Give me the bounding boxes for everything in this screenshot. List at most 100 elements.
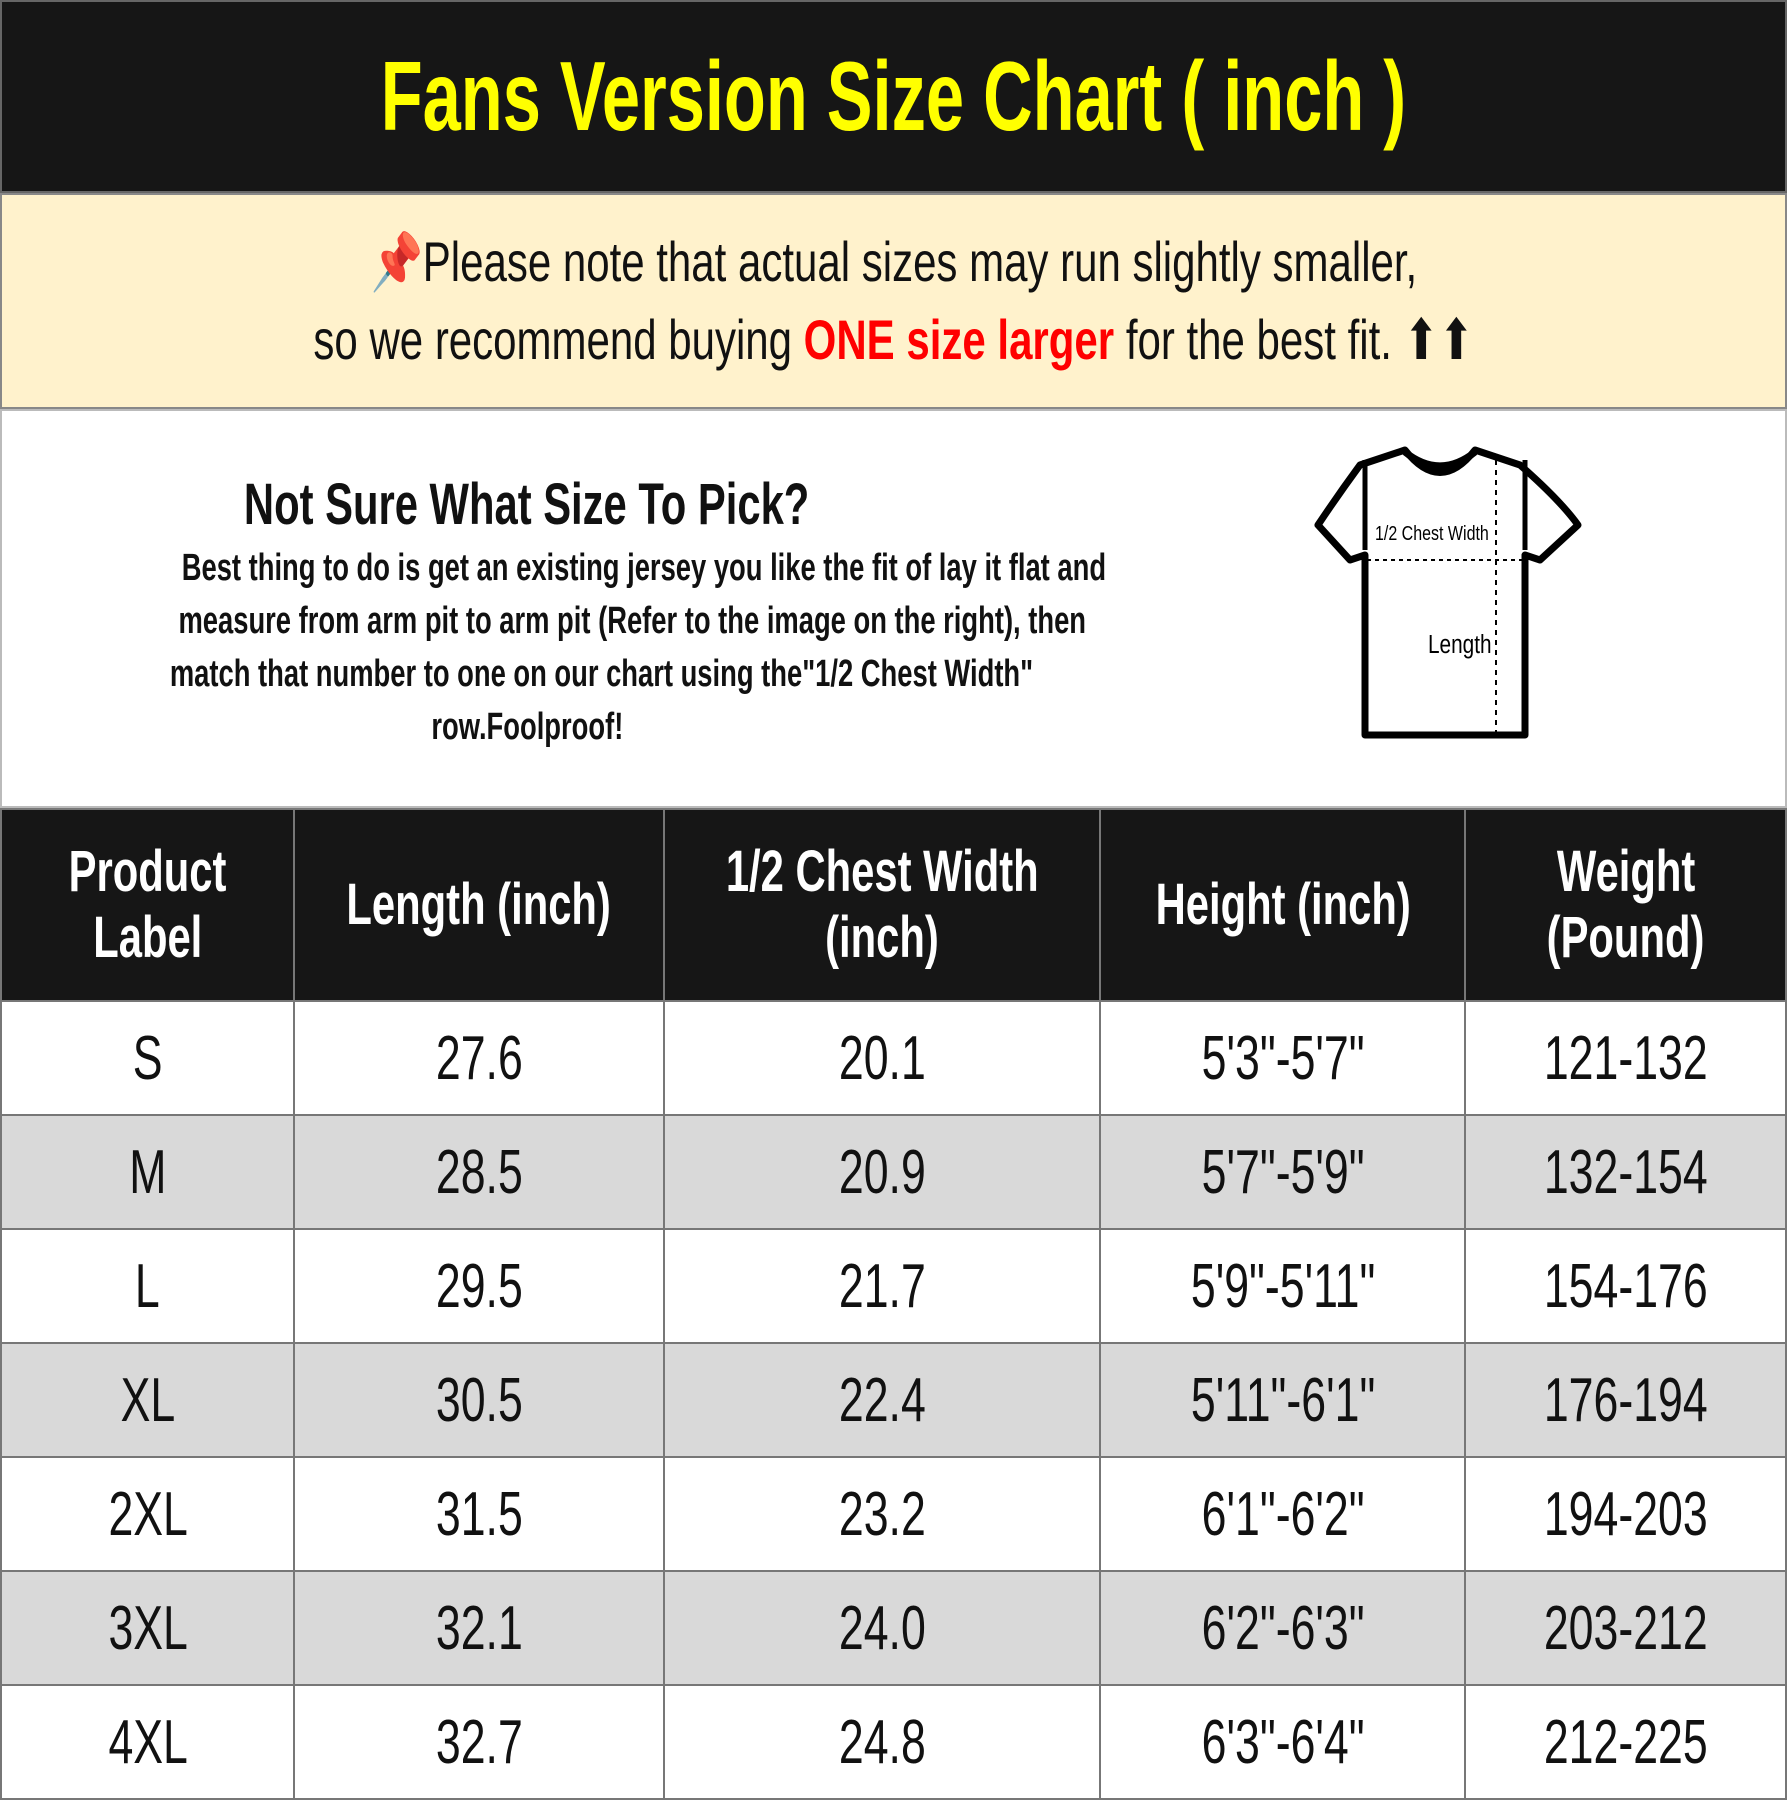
table-row: XL 30.5 22.4 5'11"-6'1" 176-194 (0, 1342, 1787, 1458)
table-cell: 20.1 (662, 1000, 1102, 1116)
note-highlight: ONE size larger (803, 308, 1114, 371)
column-header: Weight (Pound) (1464, 808, 1787, 1002)
size-table: Product Label Length (inch) 1/2 Chest Width… (0, 808, 1787, 1800)
cell-value: 121-132 (1543, 1023, 1708, 1093)
cell-value: 2XL (107, 1479, 188, 1549)
table-cell: 24.0 (662, 1570, 1102, 1686)
cell-value: 21.7 (838, 1251, 926, 1321)
tshirt-diagram-icon: 1/2 Chest Width Length (1314, 446, 1582, 739)
table-cell: 176-194 (1464, 1342, 1787, 1458)
table-cell: 5'3"-5'7" (1099, 1000, 1467, 1116)
cell-value: 23.2 (838, 1479, 926, 1549)
header-text: (Pound) (1546, 905, 1705, 970)
table-cell: 121-132 (1464, 1000, 1787, 1116)
cell-value: 5'7"-5'9" (1201, 1137, 1365, 1207)
header-text: 1/2 Chest Width (725, 839, 1039, 904)
cell-value: 176-194 (1543, 1365, 1708, 1435)
fit-note: 📌Please note that actual sizes may run s… (0, 193, 1787, 409)
column-header: 1/2 Chest Width (inch) (662, 808, 1102, 1002)
table-cell: 5'9"-5'11" (1099, 1228, 1467, 1344)
help-title: Not Sure What Size To Pick? (244, 472, 810, 537)
table-row: 2XL 31.5 23.2 6'1"-6'2" 194-203 (0, 1456, 1787, 1572)
help-line: Best thing to do is get an existing jers… (181, 547, 1107, 589)
column-header: Length (inch) (293, 808, 665, 1002)
column-header: Product Label (0, 808, 296, 1002)
table-cell: 20.9 (662, 1114, 1102, 1230)
table-cell: 32.1 (293, 1570, 665, 1686)
cell-value: 212-225 (1543, 1707, 1708, 1777)
cell-value: 5'11"-6'1" (1190, 1365, 1376, 1435)
note-line-1: Please note that actual sizes may run sl… (422, 230, 1417, 293)
chest-width-label: 1/2 Chest Width (1375, 522, 1489, 544)
table-cell: 5'7"-5'9" (1099, 1114, 1467, 1230)
table-cell: S (0, 1000, 296, 1116)
cell-value: M (129, 1137, 167, 1207)
table-cell: 4XL (0, 1684, 296, 1800)
cell-value: 30.5 (435, 1365, 523, 1435)
cell-value: 194-203 (1543, 1479, 1708, 1549)
table-cell: 194-203 (1464, 1456, 1787, 1572)
table-cell: 6'1"-6'2" (1099, 1456, 1467, 1572)
cell-value: 24.0 (838, 1593, 926, 1663)
table-cell: 32.7 (293, 1684, 665, 1800)
cell-value: 29.5 (435, 1251, 523, 1321)
cell-value: 20.1 (838, 1023, 926, 1093)
help-line: row.Foolproof! (431, 706, 623, 748)
table-cell: 132-154 (1464, 1114, 1787, 1230)
table-cell: 22.4 (662, 1342, 1102, 1458)
table-cell: 212-225 (1464, 1684, 1787, 1800)
cell-value: 32.7 (435, 1707, 523, 1777)
table-row: 4XL 32.7 24.8 6'3"-6'4" 212-225 (0, 1684, 1787, 1800)
header-text: (inch) (825, 905, 939, 970)
table-cell: 27.6 (293, 1000, 665, 1116)
table-row: L 29.5 21.7 5'9"-5'11" 154-176 (0, 1228, 1787, 1344)
table-cell: 23.2 (662, 1456, 1102, 1572)
help-line: measure from arm pit to arm pit (Refer t… (178, 600, 1087, 642)
cell-value: XL (120, 1365, 176, 1435)
table-cell: M (0, 1114, 296, 1230)
table-cell: 2XL (0, 1456, 296, 1572)
cell-value: 28.5 (435, 1137, 523, 1207)
cell-value: 6'1"-6'2" (1201, 1479, 1365, 1549)
help-line: match that number to one on our chart us… (169, 653, 1034, 695)
cell-value: 32.1 (435, 1593, 523, 1663)
header-text: Height (inch) (1155, 872, 1411, 937)
table-cell: 5'11"-6'1" (1099, 1342, 1467, 1458)
table-cell: L (0, 1228, 296, 1344)
cell-value: 203-212 (1543, 1593, 1708, 1663)
table-row: S 27.6 20.1 5'3"-5'7" 121-132 (0, 1000, 1787, 1116)
cell-value: 6'2"-6'3" (1201, 1593, 1365, 1663)
header-text: Product (68, 839, 227, 904)
length-label: Length (1428, 630, 1492, 659)
table-cell: 203-212 (1464, 1570, 1787, 1686)
cell-value: 6'3"-6'4" (1201, 1707, 1365, 1777)
header-text: Label (93, 905, 203, 970)
title-banner: Fans Version Size Chart ( inch ) (0, 0, 1787, 193)
cell-value: 3XL (107, 1593, 188, 1663)
cell-value: 4XL (107, 1707, 188, 1777)
table-cell: 24.8 (662, 1684, 1102, 1800)
table-cell: 6'2"-6'3" (1099, 1570, 1467, 1686)
header-text: Length (inch) (346, 872, 612, 937)
header-text: Weight (1556, 839, 1695, 904)
cell-value: 132-154 (1543, 1137, 1708, 1207)
table-cell: 154-176 (1464, 1228, 1787, 1344)
table-cell: XL (0, 1342, 296, 1458)
cell-value: 22.4 (838, 1365, 926, 1435)
cell-value: 5'3"-5'7" (1201, 1023, 1365, 1093)
cell-value: L (135, 1251, 161, 1321)
table-cell: 28.5 (293, 1114, 665, 1230)
cell-value: 5'9"-5'11" (1190, 1251, 1376, 1321)
table-cell: 30.5 (293, 1342, 665, 1458)
table-cell: 29.5 (293, 1228, 665, 1344)
table-row: M 28.5 20.9 5'7"-5'9" 132-154 (0, 1114, 1787, 1230)
page-title: Fans Version Size Chart ( inch ) (380, 41, 1407, 151)
table-cell: 31.5 (293, 1456, 665, 1572)
cell-value: 154-176 (1543, 1251, 1708, 1321)
column-header: Height (inch) (1099, 808, 1467, 1002)
table-cell: 3XL (0, 1570, 296, 1686)
cell-value: 27.6 (435, 1023, 523, 1093)
cell-value: S (132, 1023, 163, 1093)
cell-value: 24.8 (838, 1707, 926, 1777)
table-cell: 6'3"-6'4" (1099, 1684, 1467, 1800)
